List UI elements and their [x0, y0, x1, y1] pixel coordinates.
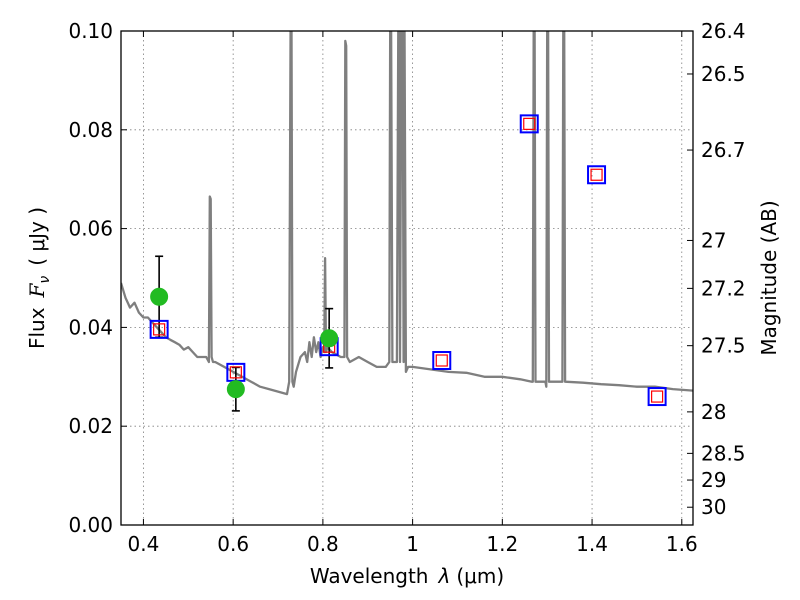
y-tick-label: 0.00	[68, 513, 113, 537]
model-photometry-point	[590, 168, 603, 181]
model-photometry-point	[651, 390, 664, 403]
y2-tick-label: 27	[701, 228, 726, 252]
y-axis-title: FluxFν( μJy )	[25, 207, 53, 349]
axis-ticks: 0.4 0.6 0.8 1 1.2 1.4 1.6 0.00 0.02 0.04 0.06 0.08 0…	[68, 19, 745, 556]
model-photometry-box	[647, 387, 667, 407]
x-tick-label: 0.4	[128, 532, 160, 556]
y-tick-label: 0.08	[68, 118, 113, 142]
plot-frame	[120, 30, 694, 526]
x-tick-label: 1	[406, 532, 419, 556]
grid-lines	[121, 30, 693, 526]
y-tick-label: 0.04	[68, 315, 113, 339]
y-tick-label: 0.02	[68, 414, 113, 438]
x-tick-label: 1.4	[576, 532, 608, 556]
y2-tick-label: 27.5	[701, 334, 746, 358]
observed-photometry-point	[150, 287, 169, 306]
y2-tick-label: 26.5	[701, 62, 746, 86]
plot-area	[121, 31, 693, 396]
photometry-markers	[149, 114, 667, 412]
y2-tick-label: 29	[701, 468, 726, 492]
y2-tick-label: 26.7	[701, 138, 746, 162]
observed-photometry-point	[320, 329, 339, 348]
model-photometry-point	[153, 323, 166, 336]
spectrum-line	[121, 31, 693, 396]
observed-photometry-point	[226, 380, 245, 399]
model-photometry-point	[229, 366, 242, 379]
y2-tick-label: 27.2	[701, 276, 746, 300]
model-photometry-box	[587, 165, 607, 185]
y2-axis-title: Magnitude (AB)	[757, 200, 781, 355]
model-photometry-point	[523, 117, 536, 130]
y-tick-label: 0.10	[68, 19, 113, 43]
model-photometry-box	[519, 114, 539, 134]
x-tick-label: 1.2	[486, 532, 518, 556]
y2-tick-label: 30	[701, 495, 726, 519]
model-photometry-box	[432, 350, 452, 370]
model-photometry-point	[435, 354, 448, 367]
y2-tick-label: 28.5	[701, 441, 746, 465]
y2-tick-label: 28	[701, 400, 726, 424]
model-photometry-box	[149, 319, 169, 339]
y-tick-label: 0.06	[68, 217, 113, 241]
y2-tick-label: 26.4	[701, 19, 746, 43]
x-tick-label: 0.6	[217, 532, 249, 556]
x-axis-title: Wavelength λ (μm)	[310, 564, 504, 588]
x-tick-label: 1.6	[666, 532, 698, 556]
x-tick-label: 0.8	[307, 532, 339, 556]
